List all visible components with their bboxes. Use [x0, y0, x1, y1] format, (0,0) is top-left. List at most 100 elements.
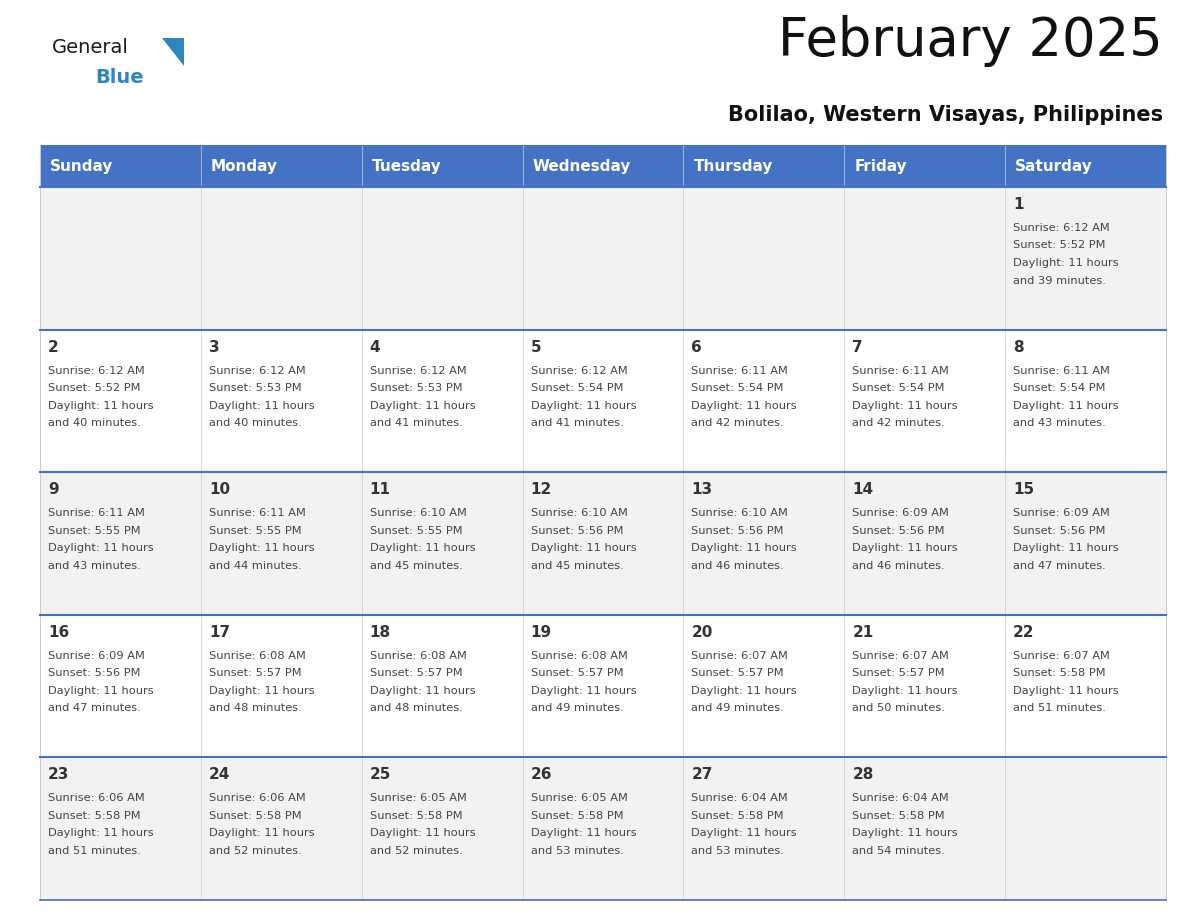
Text: 2: 2: [48, 340, 58, 354]
Text: Sunset: 5:54 PM: Sunset: 5:54 PM: [691, 383, 784, 393]
Text: Sunset: 5:56 PM: Sunset: 5:56 PM: [48, 668, 140, 678]
Text: Sunset: 5:58 PM: Sunset: 5:58 PM: [48, 811, 140, 821]
Text: Sunset: 5:57 PM: Sunset: 5:57 PM: [531, 668, 624, 678]
Text: Sunset: 5:54 PM: Sunset: 5:54 PM: [531, 383, 623, 393]
Text: Daylight: 11 hours: Daylight: 11 hours: [209, 828, 315, 838]
Text: 20: 20: [691, 625, 713, 640]
Text: Friday: Friday: [854, 159, 906, 174]
Text: and 52 minutes.: and 52 minutes.: [209, 845, 302, 856]
Text: General: General: [52, 38, 128, 57]
Text: 9: 9: [48, 482, 58, 498]
Text: and 50 minutes.: and 50 minutes.: [852, 703, 946, 713]
Text: Daylight: 11 hours: Daylight: 11 hours: [852, 828, 958, 838]
Text: Sunrise: 6:12 AM: Sunrise: 6:12 AM: [369, 365, 467, 375]
Text: Monday: Monday: [210, 159, 278, 174]
Text: Daylight: 11 hours: Daylight: 11 hours: [369, 543, 475, 554]
Text: Daylight: 11 hours: Daylight: 11 hours: [691, 400, 797, 410]
Text: Sunset: 5:55 PM: Sunset: 5:55 PM: [369, 526, 462, 536]
Text: Daylight: 11 hours: Daylight: 11 hours: [852, 400, 958, 410]
Text: and 40 minutes.: and 40 minutes.: [209, 418, 302, 428]
Text: and 48 minutes.: and 48 minutes.: [209, 703, 302, 713]
Text: 12: 12: [531, 482, 551, 498]
Text: February 2025: February 2025: [778, 15, 1163, 67]
Text: Daylight: 11 hours: Daylight: 11 hours: [48, 543, 153, 554]
Text: Sunset: 5:57 PM: Sunset: 5:57 PM: [369, 668, 462, 678]
Text: Daylight: 11 hours: Daylight: 11 hours: [1013, 686, 1119, 696]
Text: Sunset: 5:53 PM: Sunset: 5:53 PM: [369, 383, 462, 393]
Text: and 49 minutes.: and 49 minutes.: [691, 703, 784, 713]
Text: Sunset: 5:54 PM: Sunset: 5:54 PM: [1013, 383, 1106, 393]
Text: Daylight: 11 hours: Daylight: 11 hours: [852, 686, 958, 696]
Text: Daylight: 11 hours: Daylight: 11 hours: [48, 828, 153, 838]
Text: Thursday: Thursday: [694, 159, 773, 174]
Bar: [523, 145, 683, 187]
Text: Sunrise: 6:11 AM: Sunrise: 6:11 AM: [691, 365, 789, 375]
Text: 19: 19: [531, 625, 551, 640]
Text: Sunset: 5:56 PM: Sunset: 5:56 PM: [691, 526, 784, 536]
Text: 17: 17: [209, 625, 230, 640]
Text: Daylight: 11 hours: Daylight: 11 hours: [209, 400, 315, 410]
Text: Sunset: 5:57 PM: Sunset: 5:57 PM: [852, 668, 944, 678]
Text: Sunset: 5:57 PM: Sunset: 5:57 PM: [691, 668, 784, 678]
Text: and 43 minutes.: and 43 minutes.: [48, 561, 140, 571]
Text: Daylight: 11 hours: Daylight: 11 hours: [209, 686, 315, 696]
Text: and 47 minutes.: and 47 minutes.: [1013, 561, 1106, 571]
Text: 18: 18: [369, 625, 391, 640]
Text: Sunrise: 6:08 AM: Sunrise: 6:08 AM: [531, 651, 627, 661]
Text: Sunrise: 6:10 AM: Sunrise: 6:10 AM: [369, 509, 467, 518]
Text: and 41 minutes.: and 41 minutes.: [531, 418, 624, 428]
Text: Sunday: Sunday: [50, 159, 113, 174]
Text: Sunrise: 6:04 AM: Sunrise: 6:04 AM: [691, 793, 788, 803]
Text: Daylight: 11 hours: Daylight: 11 hours: [48, 686, 153, 696]
Text: and 45 minutes.: and 45 minutes.: [369, 561, 462, 571]
Text: Sunset: 5:54 PM: Sunset: 5:54 PM: [852, 383, 944, 393]
Text: Sunrise: 6:07 AM: Sunrise: 6:07 AM: [852, 651, 949, 661]
Text: and 46 minutes.: and 46 minutes.: [852, 561, 944, 571]
Text: Sunrise: 6:11 AM: Sunrise: 6:11 AM: [852, 365, 949, 375]
Text: Daylight: 11 hours: Daylight: 11 hours: [691, 828, 797, 838]
Text: 14: 14: [852, 482, 873, 498]
Text: Daylight: 11 hours: Daylight: 11 hours: [852, 543, 958, 554]
Text: Sunrise: 6:05 AM: Sunrise: 6:05 AM: [369, 793, 467, 803]
Bar: [1005, 145, 1165, 187]
Text: and 52 minutes.: and 52 minutes.: [369, 845, 462, 856]
Text: Sunrise: 6:07 AM: Sunrise: 6:07 AM: [1013, 651, 1110, 661]
Text: 7: 7: [852, 340, 862, 354]
Polygon shape: [162, 38, 184, 66]
Text: Sunrise: 6:06 AM: Sunrise: 6:06 AM: [209, 793, 305, 803]
Text: and 53 minutes.: and 53 minutes.: [531, 845, 624, 856]
Bar: [40, 615, 1165, 757]
Text: and 46 minutes.: and 46 minutes.: [691, 561, 784, 571]
Text: Sunrise: 6:08 AM: Sunrise: 6:08 AM: [369, 651, 467, 661]
Bar: [40, 145, 201, 187]
Bar: [40, 187, 1165, 330]
Text: Saturday: Saturday: [1015, 159, 1093, 174]
Text: and 42 minutes.: and 42 minutes.: [691, 418, 784, 428]
Text: Sunrise: 6:05 AM: Sunrise: 6:05 AM: [531, 793, 627, 803]
Text: Daylight: 11 hours: Daylight: 11 hours: [531, 543, 637, 554]
Text: Sunset: 5:58 PM: Sunset: 5:58 PM: [531, 811, 624, 821]
Text: and 47 minutes.: and 47 minutes.: [48, 703, 140, 713]
Text: 5: 5: [531, 340, 542, 354]
Text: Sunrise: 6:09 AM: Sunrise: 6:09 AM: [1013, 509, 1110, 518]
Text: and 40 minutes.: and 40 minutes.: [48, 418, 140, 428]
Text: Sunset: 5:52 PM: Sunset: 5:52 PM: [48, 383, 140, 393]
Text: Sunset: 5:56 PM: Sunset: 5:56 PM: [1013, 526, 1106, 536]
Text: and 42 minutes.: and 42 minutes.: [852, 418, 944, 428]
Text: Sunrise: 6:12 AM: Sunrise: 6:12 AM: [531, 365, 627, 375]
Text: and 43 minutes.: and 43 minutes.: [1013, 418, 1106, 428]
Text: 24: 24: [209, 767, 230, 782]
Text: and 54 minutes.: and 54 minutes.: [852, 845, 944, 856]
Text: Sunset: 5:58 PM: Sunset: 5:58 PM: [1013, 668, 1106, 678]
Text: Daylight: 11 hours: Daylight: 11 hours: [691, 543, 797, 554]
Text: Sunset: 5:55 PM: Sunset: 5:55 PM: [209, 526, 302, 536]
Text: Daylight: 11 hours: Daylight: 11 hours: [1013, 400, 1119, 410]
Text: 25: 25: [369, 767, 391, 782]
Text: Wednesday: Wednesday: [532, 159, 631, 174]
Text: 21: 21: [852, 625, 873, 640]
Text: 23: 23: [48, 767, 69, 782]
Text: Sunset: 5:57 PM: Sunset: 5:57 PM: [209, 668, 302, 678]
Text: 10: 10: [209, 482, 230, 498]
Text: Sunrise: 6:10 AM: Sunrise: 6:10 AM: [691, 509, 789, 518]
Text: Daylight: 11 hours: Daylight: 11 hours: [369, 686, 475, 696]
